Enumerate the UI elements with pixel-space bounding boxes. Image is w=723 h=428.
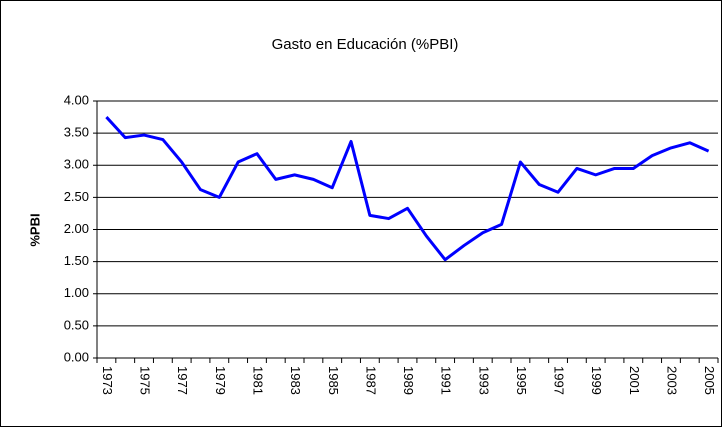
x-tick-label: 1987 (363, 366, 378, 395)
x-tick-label: 1983 (288, 366, 303, 395)
x-tick-label: 1997 (552, 366, 567, 395)
chart-title: Gasto en Educación (%PBI) (272, 36, 459, 53)
x-tick-label: 2003 (665, 366, 680, 395)
x-tick-label: 2001 (627, 366, 642, 395)
x-tick-label: 1985 (326, 366, 341, 395)
y-tick-label: 1.50 (64, 253, 89, 268)
y-tick-label: 4.00 (64, 92, 89, 107)
x-tick-label: 1991 (439, 366, 454, 395)
x-tick-label: 2005 (702, 366, 717, 395)
y-tick-label: 0.00 (64, 349, 89, 364)
y-tick-label: 3.00 (64, 157, 89, 172)
x-tick-label: 1995 (514, 366, 529, 395)
x-tick-label: 1999 (589, 366, 604, 395)
y-tick-label: 2.50 (64, 189, 89, 204)
data-line (105, 116, 710, 262)
x-tick-label: 1979 (213, 366, 228, 395)
y-tick-label: 0.50 (64, 317, 89, 332)
x-tick-label: 1993 (476, 366, 491, 395)
x-tick-label: 1981 (251, 366, 266, 395)
x-tick-label: 1989 (401, 366, 416, 395)
y-axis-title: %PBI (27, 213, 42, 246)
y-tick-label: 3.50 (64, 125, 89, 140)
x-tick-label: 1975 (138, 366, 153, 395)
x-tick-label: 1973 (100, 366, 115, 395)
y-tick-label: 2.00 (64, 221, 89, 236)
x-tick-label: 1977 (175, 366, 190, 395)
y-tick-label: 1.00 (64, 285, 89, 300)
